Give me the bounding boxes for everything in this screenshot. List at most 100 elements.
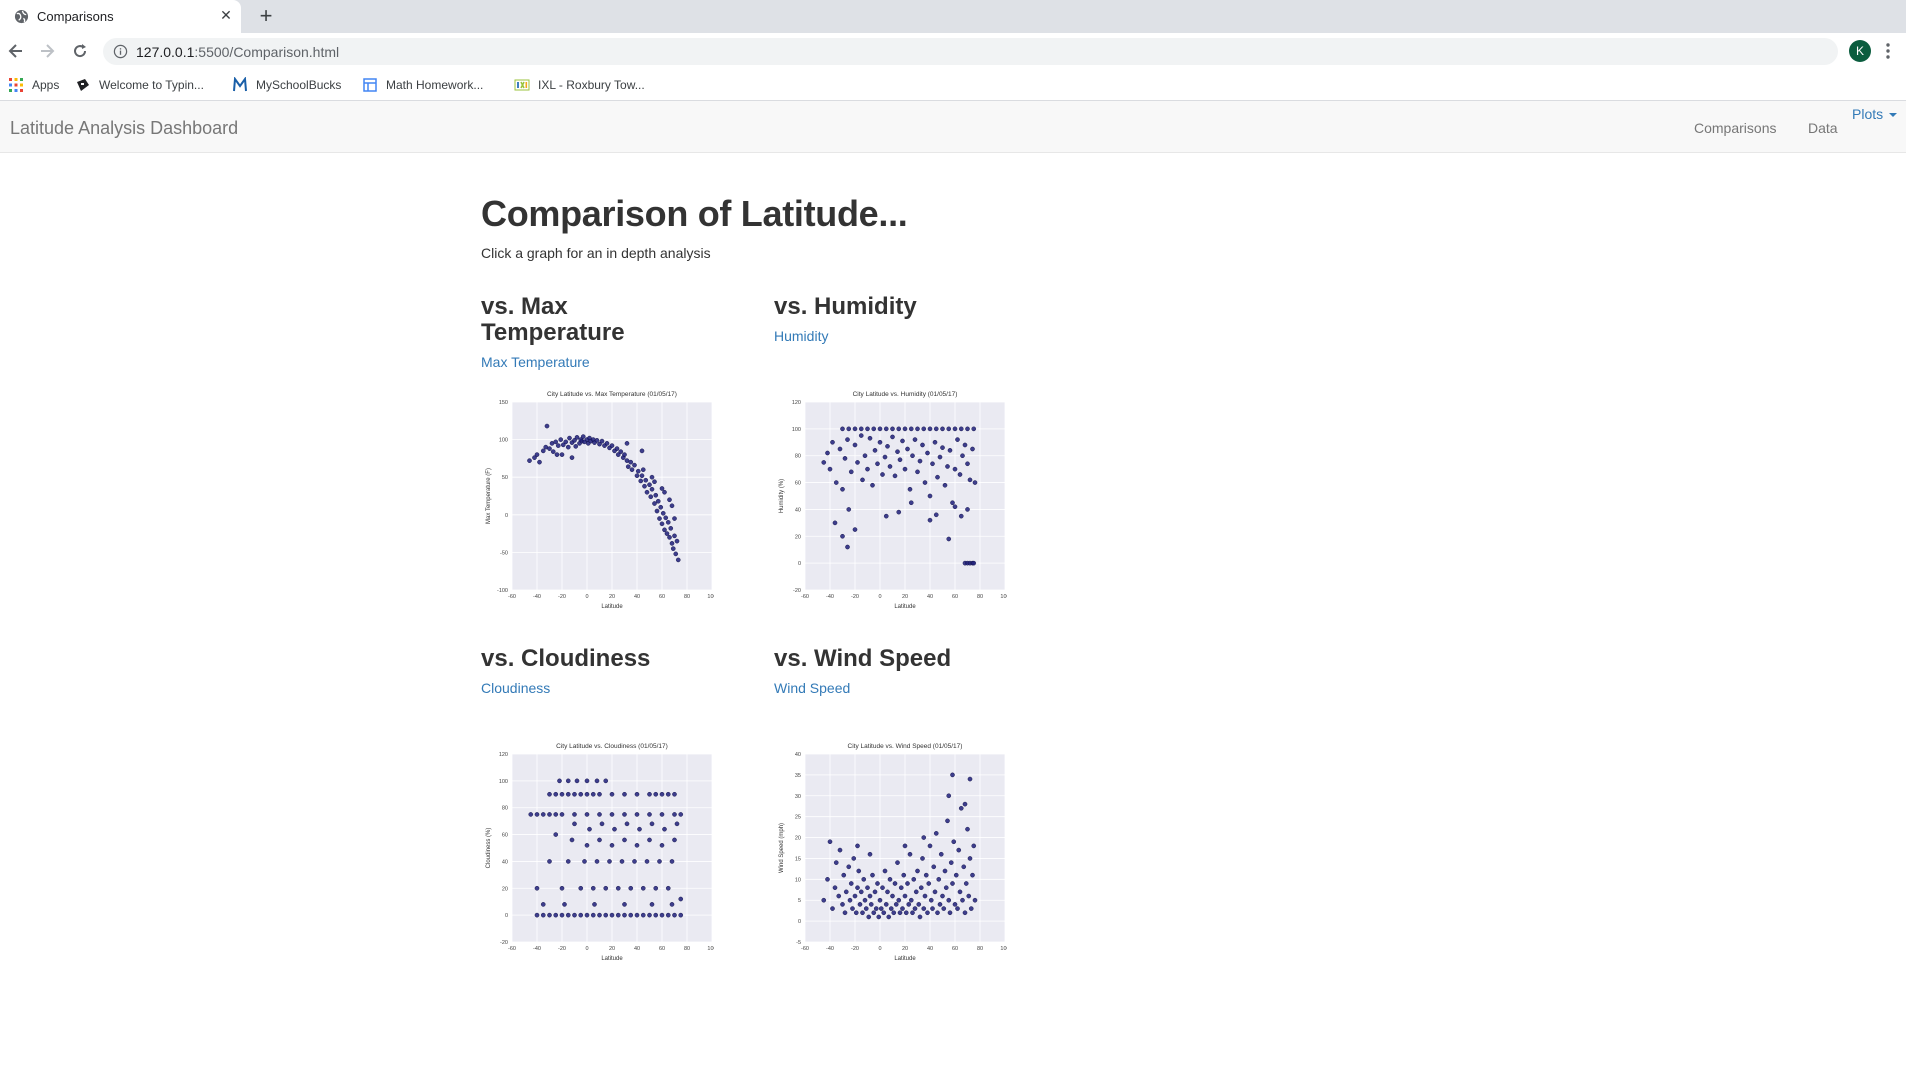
data-point: [662, 826, 667, 832]
data-point: [657, 516, 662, 521]
url-text[interactable]: 127.0.0.1:5500/Comparison.html: [136, 44, 339, 60]
reload-icon[interactable]: [70, 41, 90, 61]
data-point: [657, 859, 662, 864]
data-point: [902, 893, 908, 899]
data-point: [678, 912, 684, 918]
data-point: [848, 469, 854, 475]
data-point: [647, 791, 652, 797]
bookmark-ixl[interactable]: IXL - Roxbury Tow...: [514, 76, 645, 94]
max-temperature-scatter-plot[interactable]: City Latitude vs. Max Temperature (01/05…: [482, 388, 714, 614]
browser-tab[interactable]: Comparisons ✕: [0, 0, 241, 33]
data-point: [857, 902, 863, 907]
data-point: [584, 912, 590, 918]
nav-plots-dropdown[interactable]: Plots: [1852, 106, 1898, 122]
data-point: [580, 434, 586, 439]
data-point: [930, 461, 935, 467]
y-tick-label: 10: [795, 877, 801, 883]
x-tick-label: 60: [952, 946, 958, 952]
navbar-brand[interactable]: Latitude Analysis Dashboard: [10, 118, 239, 138]
bookmark-typing[interactable]: Welcome to Typin...: [75, 76, 204, 94]
data-point: [547, 446, 552, 451]
y-tick-label: 100: [792, 427, 801, 433]
x-tick-label: 20: [609, 946, 615, 952]
data-point: [578, 912, 584, 918]
x-tick-label: -40: [826, 946, 834, 952]
data-point: [941, 906, 947, 911]
data-point: [883, 513, 889, 519]
data-point: [877, 439, 883, 445]
data-point: [970, 872, 975, 878]
cloudiness-link[interactable]: Cloudiness: [481, 680, 551, 696]
data-point: [572, 438, 577, 443]
data-point: [965, 507, 970, 512]
data-point: [658, 504, 664, 510]
data-point: [950, 772, 955, 778]
data-point: [547, 859, 552, 864]
cloudiness-scatter-plot[interactable]: City Latitude vs. Cloudiness (01/05/17) -…: [482, 740, 714, 966]
data-point: [540, 902, 546, 907]
nav-comparisons[interactable]: Comparisons: [1694, 120, 1777, 136]
data-point: [653, 492, 659, 498]
close-tab-icon[interactable]: ✕: [220, 7, 232, 23]
x-tick-label: -60: [801, 594, 809, 600]
data-point: [903, 910, 909, 916]
data-point: [624, 821, 630, 827]
data-point: [597, 912, 602, 918]
x-tick-label: 100: [707, 946, 714, 952]
data-point: [578, 885, 584, 891]
x-axis-label: Latitude: [601, 956, 623, 962]
humidity-scatter-plot[interactable]: City Latitude vs. Humidity (01/05/17) -60…: [775, 388, 1007, 614]
bookmarks-bar: Apps Welcome to Typin... MySchoolBucks M…: [0, 69, 1906, 101]
more-menu-icon[interactable]: [1883, 41, 1893, 61]
profile-avatar[interactable]: K: [1849, 40, 1871, 62]
data-point: [597, 441, 602, 447]
data-point: [860, 477, 865, 483]
data-point: [855, 843, 860, 849]
y-tick-label: 150: [499, 400, 508, 406]
bookmark-myschoolbucks[interactable]: MySchoolBucks: [232, 76, 341, 94]
data-point: [958, 513, 964, 519]
data-point: [960, 453, 965, 459]
wind-speed-link[interactable]: Wind Speed: [774, 680, 851, 696]
data-point: [952, 426, 958, 432]
data-point: [639, 473, 645, 478]
nav-data[interactable]: Data: [1808, 120, 1838, 136]
data-point: [565, 778, 571, 784]
data-point: [565, 791, 571, 797]
tab-title: Comparisons: [37, 9, 114, 24]
data-point: [622, 452, 627, 457]
data-point: [665, 520, 671, 525]
bookmark-label: MySchoolBucks: [256, 78, 342, 92]
wind-speed-scatter-plot[interactable]: City Latitude vs. Wind Speed (01/05/17) -…: [775, 740, 1007, 966]
y-tick-label: 40: [795, 507, 801, 513]
data-point: [841, 872, 847, 878]
y-tick-label: 120: [499, 752, 508, 758]
data-point: [902, 426, 908, 432]
data-point: [837, 446, 843, 452]
humidity-link[interactable]: Humidity: [774, 328, 829, 344]
bookmark-apps[interactable]: Apps: [8, 76, 59, 94]
info-icon[interactable]: [113, 44, 128, 59]
back-arrow-icon[interactable]: [6, 41, 26, 61]
data-point: [947, 910, 953, 916]
data-point: [913, 889, 919, 895]
bookmark-label: IXL - Roxbury Tow...: [538, 78, 645, 92]
data-point: [642, 483, 647, 489]
bookmark-math-homework[interactable]: Math Homework...: [362, 76, 483, 94]
data-point: [897, 910, 903, 916]
data-point: [534, 812, 540, 817]
data-point: [619, 859, 625, 864]
data-point: [897, 457, 903, 463]
new-tab-icon[interactable]: +: [259, 3, 273, 28]
forward-arrow-icon[interactable]: [37, 41, 57, 61]
data-point: [858, 426, 864, 432]
max-temperature-link[interactable]: Max Temperature: [481, 354, 590, 370]
data-point: [847, 897, 853, 903]
data-point: [947, 448, 953, 453]
data-point: [672, 533, 677, 539]
y-tick-label: 15: [795, 856, 801, 862]
data-point: [896, 897, 902, 903]
data-point: [852, 426, 858, 432]
data-point: [862, 897, 868, 903]
address-bar[interactable]: 127.0.0.1:5500/Comparison.html: [103, 38, 1838, 65]
